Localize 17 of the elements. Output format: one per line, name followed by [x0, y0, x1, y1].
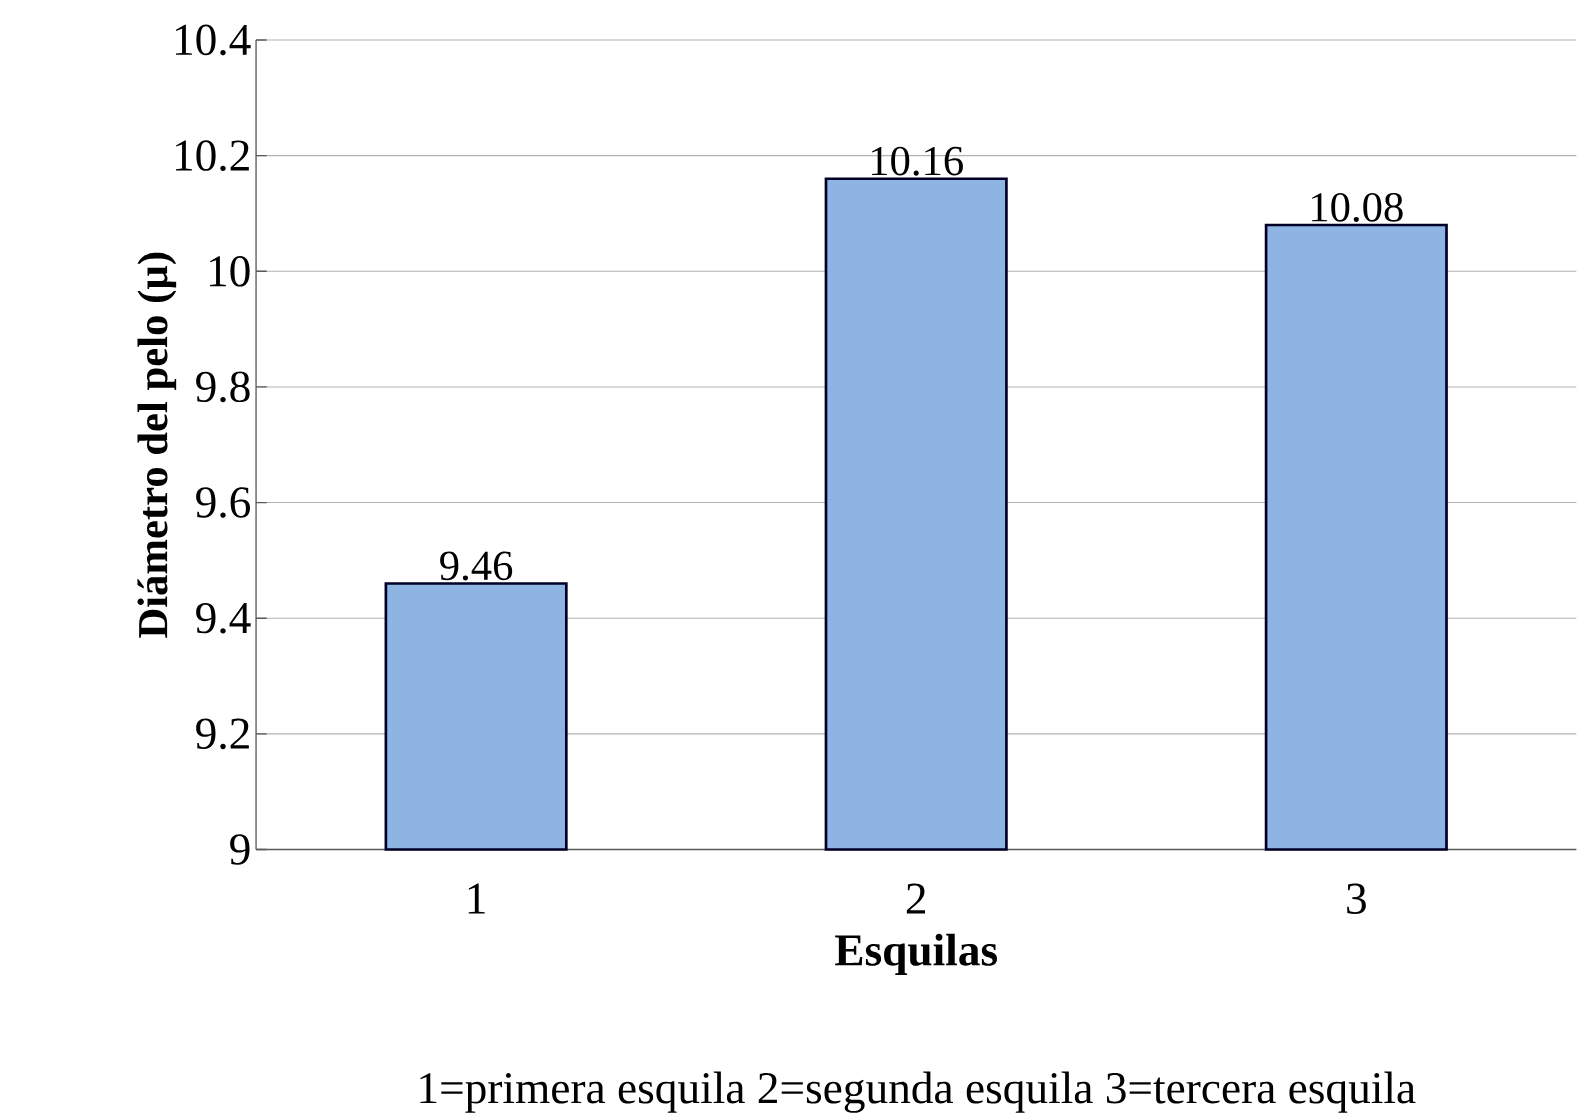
data-label: 10.16 — [871, 146, 963, 176]
y-tick-label: 9.4 — [196, 602, 251, 634]
data-label: 9.46 — [440, 551, 513, 581]
data-label: 10.08 — [1312, 192, 1403, 222]
x-tick-label: 2 — [906, 883, 926, 914]
y-tick-label: 9.2 — [196, 718, 249, 750]
text: 1=primera esquila 2=segunda esquila 3=tercera esquila — [420, 1071, 1416, 1113]
y-tick-label: 9.8 — [196, 371, 250, 403]
x-axis-title: Esquilas — [835, 933, 998, 975]
x-tick-label: 3 — [1347, 883, 1366, 914]
y-tick-label: 9.6 — [196, 487, 250, 518]
y-axis-title: Diámetro del pelo (µ) — [137, 252, 177, 638]
x-tick-label: 1 — [468, 883, 485, 914]
y-tick-label: 10.4 — [175, 24, 251, 56]
y-tick-label: 10.2 — [175, 140, 249, 171]
y-tick-label: 10 — [210, 255, 250, 287]
y-tick-label: 9 — [230, 834, 250, 865]
